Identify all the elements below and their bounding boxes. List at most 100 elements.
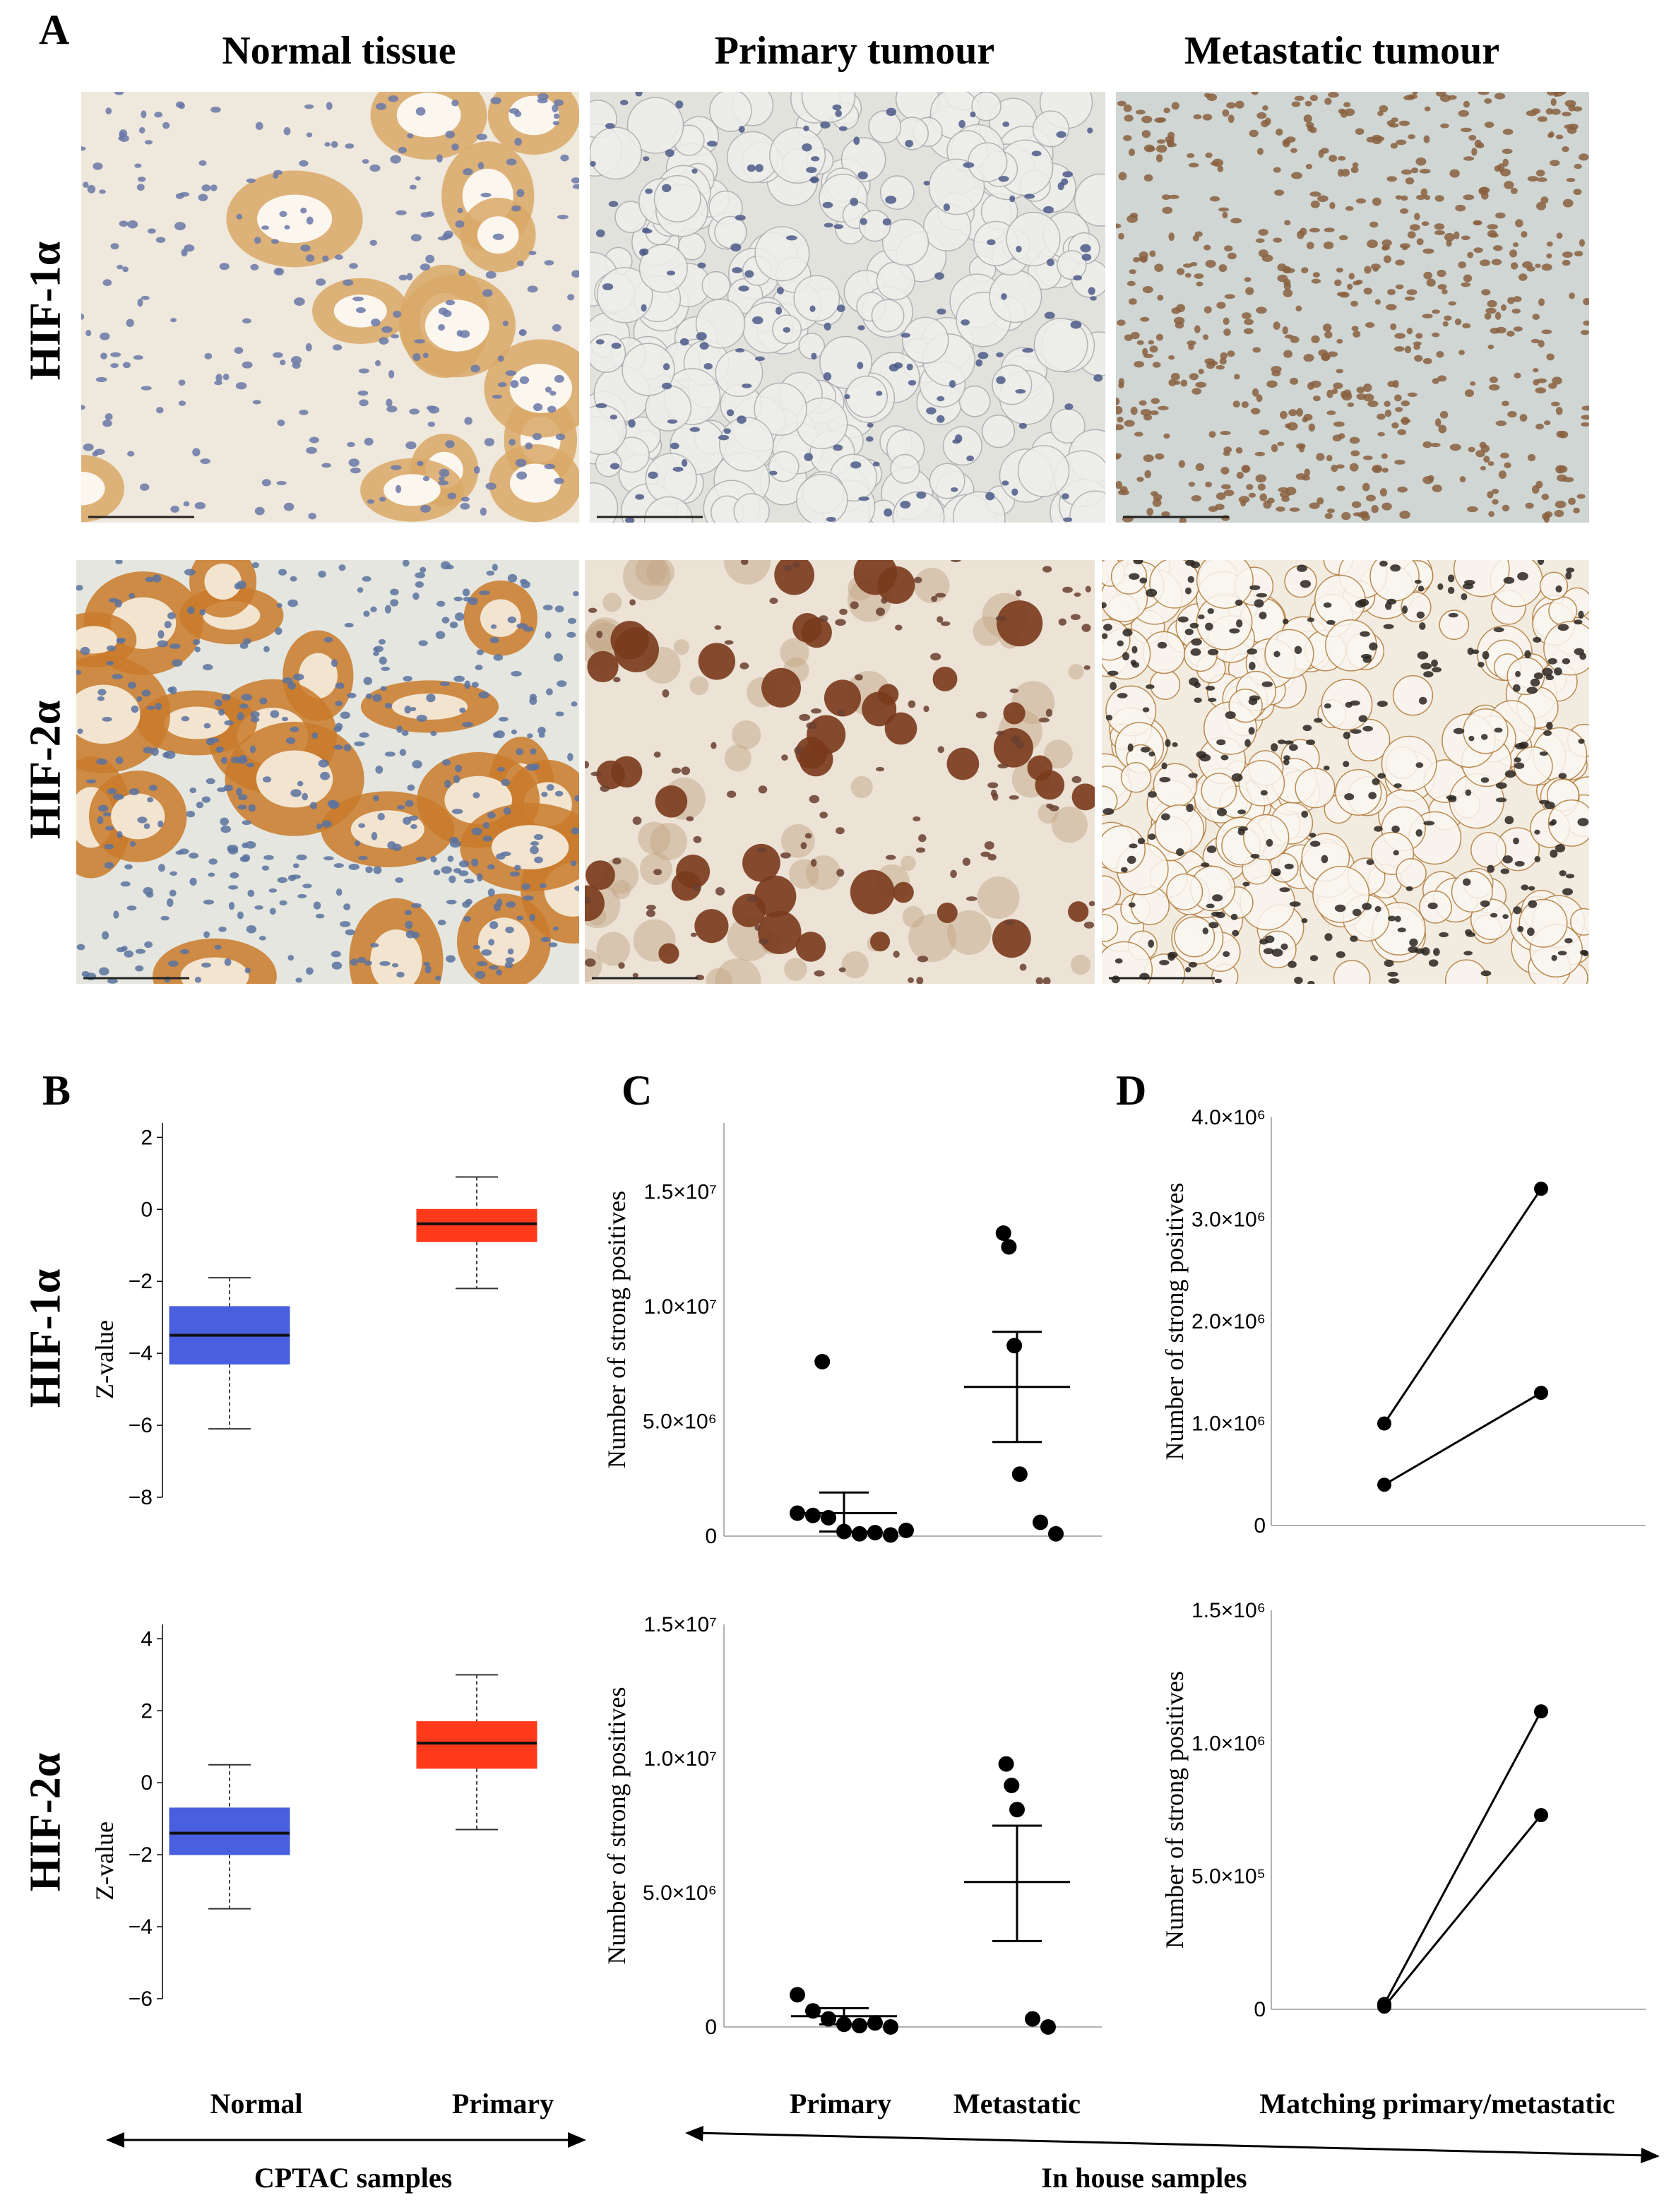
box-normal — [169, 1807, 290, 1855]
y-tick-label: −4 — [129, 1915, 153, 1939]
y-tick-label: 1.5×10⁶ — [1191, 1599, 1266, 1622]
pair-line — [1384, 1391, 1542, 1486]
row-label-hif1-b: HIF-1α — [21, 1268, 70, 1408]
y-axis-label: Number of strong positives — [602, 1687, 631, 1965]
micrograph-hif1-normal — [81, 92, 579, 523]
pair-line — [1383, 1711, 1543, 2005]
y-tick-label: 1.0×10⁶ — [1191, 1732, 1266, 1755]
y-tick-label: 2 — [141, 1699, 153, 1723]
y-tick-label: −8 — [129, 1486, 153, 1509]
data-point — [1011, 1466, 1028, 1482]
y-tick-label: 0 — [705, 1525, 717, 1548]
y-tick-label: 1.5×10⁷ — [644, 1613, 717, 1636]
primary-point — [1377, 1416, 1391, 1431]
y-tick-label: 1.5×10⁷ — [644, 1181, 717, 1204]
panel-label-c: C — [622, 1067, 653, 1114]
data-point — [883, 1527, 898, 1543]
y-tick-label: 1.0×10⁶ — [1191, 1413, 1266, 1436]
metastatic-point — [1534, 1808, 1548, 1823]
cptac-arrow — [106, 2132, 586, 2148]
y-tick-label: −4 — [129, 1342, 153, 1365]
metastatic-point — [1534, 1182, 1548, 1196]
data-point — [995, 1225, 1011, 1241]
column-title-metastatic: Metastatic tumour — [1184, 29, 1500, 73]
micrograph-hif2-primary — [585, 560, 1095, 984]
y-tick-label: 4.0×10⁶ — [1191, 1106, 1266, 1129]
panel-label-d: D — [1116, 1067, 1147, 1114]
data-point — [898, 1522, 914, 1538]
pair-line — [1383, 1814, 1543, 2008]
box-primary — [416, 1721, 537, 1769]
y-tick-label: 0 — [141, 1771, 153, 1795]
metastatic-point — [1534, 1386, 1548, 1401]
y-tick-label: −6 — [129, 1987, 153, 2011]
data-point — [1009, 1802, 1025, 1818]
micrograph-hif2-metastatic — [1102, 560, 1589, 984]
label-metastatic: Metastatic — [953, 2088, 1081, 2119]
data-point — [852, 2018, 867, 2034]
label-normal: Normal — [210, 2088, 303, 2119]
row-label-hif2-a: HIF-2α — [21, 700, 70, 840]
data-point — [852, 1526, 867, 1542]
data-point — [1040, 2019, 1056, 2035]
inhouse-arrow — [685, 2126, 1660, 2163]
chart-c-hif2-scatter: 1.5×10⁷ 1.0×10⁷ 5.0×10⁶ 0 Number of strong p… — [602, 1613, 1102, 2039]
y-tick-label: −6 — [129, 1414, 153, 1437]
y-tick-label: 0 — [1254, 1514, 1266, 1538]
micrograph-hif1-metastatic — [1116, 92, 1589, 523]
primary-point — [1377, 1477, 1391, 1492]
y-tick-label: 5.0×10⁶ — [643, 1881, 717, 1905]
y-tick-label: 0 — [1254, 1998, 1266, 2021]
y-tick-label: 0 — [705, 2016, 717, 2039]
y-tick-label: 2.0×10⁶ — [1191, 1310, 1266, 1333]
data-point — [867, 1525, 883, 1541]
data-point — [1006, 1338, 1023, 1354]
data-point — [1025, 2011, 1040, 2027]
metastatic-point — [1534, 1704, 1548, 1719]
row-label-hif1-a: HIF-1α — [21, 241, 70, 381]
box-primary — [416, 1208, 537, 1242]
primary-point — [1377, 1999, 1391, 2014]
data-point — [805, 1507, 821, 1523]
y-tick-label: 1.0×10⁷ — [644, 1747, 717, 1771]
y-tick-label: 1.0×10⁷ — [644, 1295, 717, 1319]
data-point — [867, 2015, 883, 2031]
micrograph-hif2-normal — [76, 560, 579, 984]
chart-c-hif1-scatter: 1.5×10⁷ 1.0×10⁷ 5.0×10⁶ 0 Number of strong p… — [602, 1123, 1102, 1548]
y-axis-label: Z-value — [90, 1821, 119, 1901]
column-title-primary: Primary tumour — [714, 29, 995, 73]
label-matching: Matching primary/metastatic — [1259, 2088, 1615, 2119]
micrograph-hif1-primary — [590, 92, 1105, 523]
row-label-hif2-b: HIF-2α — [21, 1752, 70, 1892]
y-tick-label: 4 — [141, 1627, 153, 1651]
data-point — [805, 2003, 821, 2019]
y-tick-label: −2 — [129, 1843, 153, 1867]
y-axis-label: Z-value — [90, 1320, 119, 1399]
y-tick-label: 2 — [141, 1126, 153, 1149]
y-tick-label: 3.0×10⁶ — [1191, 1208, 1266, 1232]
label-primary-cptac: Primary — [451, 2088, 554, 2119]
y-tick-label: 5.0×10⁵ — [1191, 1865, 1266, 1889]
pair-line — [1383, 1188, 1543, 1425]
y-axis-label: Number of strong positives — [1160, 1671, 1189, 1949]
data-point — [883, 2019, 898, 2035]
data-point — [1001, 1239, 1017, 1255]
label-inhouse-samples: In house samples — [1041, 2162, 1247, 2194]
y-tick-label: 0 — [141, 1198, 153, 1221]
data-point — [1033, 1514, 1048, 1530]
chart-d-hif2-line: 1.5×10⁶ 1.0×10⁶ 5.0×10⁵ 0 Number of strong p… — [1160, 1599, 1646, 2021]
y-axis-label: Number of strong positives — [1160, 1183, 1189, 1461]
column-title-normal: Normal tissue — [222, 29, 456, 73]
chart-d-hif1-line: 4.0×10⁶ 3.0×10⁶ 2.0×10⁶ 1.0×10⁶ 0 Number of s… — [1160, 1106, 1646, 1538]
label-primary-inhouse: Primary — [789, 2088, 892, 2119]
y-tick-label: −2 — [129, 1270, 153, 1293]
y-tick-label: 5.0×10⁶ — [643, 1410, 717, 1434]
data-point — [1048, 1526, 1064, 1542]
data-point — [814, 1354, 831, 1369]
data-point — [998, 1756, 1014, 1772]
data-point — [1004, 1778, 1020, 1793]
y-axis-label: Number of strong positives — [602, 1191, 631, 1468]
label-cptac-samples: CPTAC samples — [254, 2162, 453, 2194]
panel-label-b: B — [42, 1067, 71, 1114]
data-point — [790, 1987, 805, 2003]
